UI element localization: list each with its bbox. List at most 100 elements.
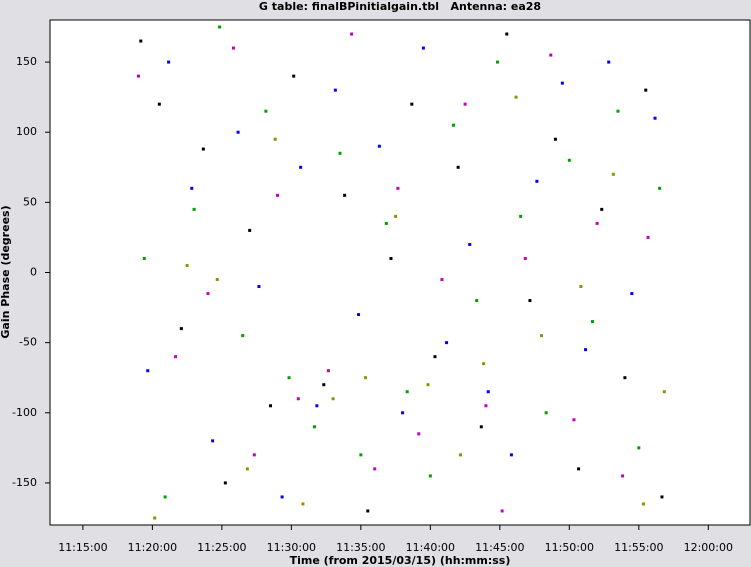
data-point xyxy=(252,453,256,457)
data-point xyxy=(644,88,648,92)
data-point xyxy=(384,221,388,225)
data-point xyxy=(366,509,370,513)
data-point xyxy=(192,207,196,211)
data-point xyxy=(153,516,157,520)
data-point xyxy=(579,285,583,289)
data-point xyxy=(296,397,300,401)
data-point xyxy=(479,425,483,429)
data-point xyxy=(590,320,594,324)
data-point xyxy=(505,32,509,36)
data-point xyxy=(572,418,576,422)
data-point xyxy=(611,172,615,176)
data-point xyxy=(363,376,367,380)
data-point xyxy=(241,334,245,338)
y-axis-label: Gain Phase (degrees) xyxy=(0,205,12,338)
chart-title: G table: finalBPinitialgain.tbl Antenna:… xyxy=(259,0,541,13)
data-point xyxy=(519,214,523,218)
x-tick-label: 11:30:00 xyxy=(267,541,316,554)
data-point xyxy=(653,116,657,120)
data-point xyxy=(326,369,330,373)
x-tick-label: 11:50:00 xyxy=(545,541,594,554)
data-point xyxy=(440,278,444,282)
data-point xyxy=(421,46,425,50)
data-point xyxy=(206,292,210,296)
data-point xyxy=(264,109,268,113)
data-point xyxy=(509,453,513,457)
y-tick-label: 0 xyxy=(30,266,37,279)
data-point xyxy=(185,263,189,267)
data-point xyxy=(523,256,527,260)
data-point xyxy=(514,95,518,99)
data-point xyxy=(275,193,279,197)
data-point xyxy=(607,60,611,64)
data-point xyxy=(273,137,277,141)
data-point xyxy=(433,355,437,359)
y-tick-label: 100 xyxy=(16,125,37,138)
data-point xyxy=(343,193,347,197)
data-point xyxy=(646,235,650,239)
data-point xyxy=(394,214,398,218)
data-point xyxy=(658,186,662,190)
x-tick-label: 11:25:00 xyxy=(197,541,246,554)
data-point xyxy=(269,404,273,408)
data-point xyxy=(163,495,167,499)
data-point xyxy=(299,165,303,169)
data-point xyxy=(482,362,486,366)
data-point xyxy=(630,292,634,296)
data-point xyxy=(445,341,449,345)
data-point xyxy=(417,432,421,436)
data-point xyxy=(292,74,296,78)
data-point xyxy=(553,137,557,141)
data-point xyxy=(475,299,479,303)
y-tick-label: -100 xyxy=(12,406,37,419)
data-point xyxy=(218,25,222,29)
data-point xyxy=(157,102,161,106)
data-point xyxy=(146,369,150,373)
data-point xyxy=(301,502,305,506)
x-axis-label: Time (from 2015/03/15) (hh:mm:ss) xyxy=(290,554,511,567)
data-point xyxy=(350,32,354,36)
data-point xyxy=(616,109,620,113)
data-point xyxy=(567,158,571,162)
data-point xyxy=(333,88,337,92)
data-point xyxy=(410,102,414,106)
data-point xyxy=(468,242,472,246)
data-point xyxy=(577,467,581,471)
data-point xyxy=(405,390,409,394)
data-point xyxy=(623,376,627,380)
data-point xyxy=(231,46,235,50)
y-tick-label: -150 xyxy=(12,476,37,489)
data-point xyxy=(484,404,488,408)
data-point xyxy=(428,474,432,478)
data-point xyxy=(315,404,319,408)
data-point xyxy=(331,397,335,401)
data-point xyxy=(245,467,249,471)
data-point xyxy=(257,285,261,289)
data-point xyxy=(142,256,146,260)
data-point xyxy=(456,165,460,169)
data-point xyxy=(535,179,539,183)
data-point xyxy=(215,278,219,282)
data-point xyxy=(248,228,252,232)
data-point xyxy=(396,186,400,190)
data-point xyxy=(540,334,544,338)
x-tick-label: 11:55:00 xyxy=(614,541,663,554)
data-point xyxy=(139,39,143,43)
data-point xyxy=(236,130,240,134)
data-point xyxy=(637,446,641,450)
data-point xyxy=(560,81,564,85)
data-point xyxy=(621,474,625,478)
data-point xyxy=(179,327,183,331)
data-point xyxy=(211,439,215,443)
y-tick-label: 150 xyxy=(16,55,37,68)
x-tick-label: 11:20:00 xyxy=(128,541,177,554)
y-tick-label: -50 xyxy=(19,336,37,349)
data-point xyxy=(174,355,178,359)
data-point xyxy=(463,102,467,106)
data-point xyxy=(167,60,171,64)
data-point xyxy=(373,467,377,471)
data-point xyxy=(287,376,291,380)
data-point xyxy=(662,390,666,394)
